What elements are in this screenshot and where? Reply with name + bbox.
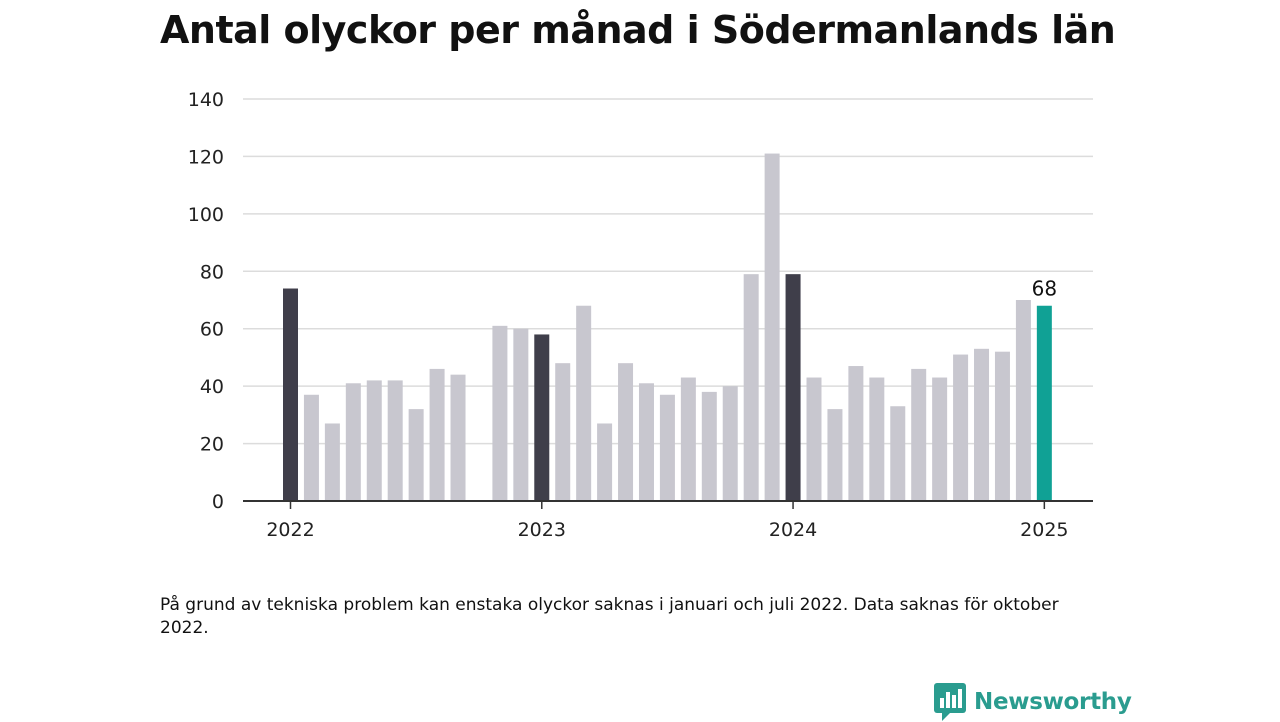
bar-2024-08 (932, 377, 948, 501)
y-tick-label: 140 (188, 89, 224, 111)
bar-2022-07 (408, 409, 424, 501)
bar-2023-05 (618, 363, 634, 501)
x-axis (243, 500, 1093, 509)
bar-2023-09 (701, 391, 717, 501)
bar-2022-12 (513, 328, 529, 501)
bar-2022-06 (387, 380, 403, 501)
bar-2023-10 (722, 386, 738, 501)
bar-2023-02 (555, 363, 571, 501)
bar-2024-01 (785, 274, 801, 501)
bar-2024-09 (953, 354, 969, 501)
bar-2024-02 (806, 377, 822, 501)
bar-2022-05 (366, 380, 382, 501)
y-tick-label: 20 (200, 434, 224, 456)
y-axis-tick-labels: 0 20 40 60 80 100 120 140 (188, 89, 224, 513)
bar-2022-01 (283, 288, 298, 501)
x-tick-label: 2025 (1020, 519, 1068, 541)
bar-2022-02 (303, 394, 319, 501)
bar-2022-11 (492, 325, 508, 501)
chart-title: Antal olyckor per månad i Södermanlands … (160, 8, 1116, 52)
x-tick-label: 2024 (769, 519, 817, 541)
bar-chart: 0 20 40 60 80 100 120 140 2022 2023 2024 2025 68 (188, 89, 1093, 541)
footnote: På grund av tekniska problem kan enstaka… (160, 595, 1059, 638)
bar-2023-03 (576, 305, 592, 501)
bar-2023-06 (638, 383, 654, 501)
y-tick-label: 100 (188, 204, 224, 226)
bar-2024-10 (974, 348, 990, 501)
y-tick-label: 0 (212, 491, 224, 513)
bar-2023-04 (597, 423, 613, 501)
y-tick-label: 120 (188, 146, 224, 168)
bar-2025-01 (1036, 305, 1052, 501)
x-axis-tick-labels: 2022 2023 2024 2025 (266, 519, 1068, 541)
x-tick-label: 2022 (266, 519, 314, 541)
bar-2024-12 (1015, 300, 1031, 501)
newsworthy-logo-icon (934, 683, 966, 721)
bar-2023-11 (743, 274, 759, 501)
brand-logo: Newsworthy (934, 682, 1132, 722)
bar-2024-03 (827, 409, 843, 501)
bar-2024-06 (890, 406, 906, 501)
brand-name: Newsworthy (974, 689, 1132, 715)
bar-2024-05 (869, 377, 885, 501)
bar-2023-07 (659, 394, 675, 501)
bar-2023-12 (764, 153, 780, 502)
y-tick-label: 80 (200, 261, 224, 283)
gridlines (243, 98, 1093, 445)
bar-2022-09 (450, 374, 466, 501)
y-tick-label: 60 (200, 319, 224, 341)
value-label-latest: 68 (1032, 277, 1057, 301)
bar-2024-11 (994, 351, 1010, 501)
bar-2024-04 (848, 366, 864, 501)
data-labels: 68 (1032, 277, 1057, 301)
bar-2022-04 (345, 383, 361, 501)
y-tick-label: 40 (200, 376, 224, 398)
bar-2023-08 (680, 377, 696, 501)
bars (283, 153, 1052, 502)
bar-2022-03 (324, 423, 340, 501)
bar-2023-01 (534, 334, 550, 501)
bar-2022-08 (429, 368, 445, 501)
x-tick-label: 2023 (518, 519, 566, 541)
bar-2024-07 (911, 368, 927, 501)
